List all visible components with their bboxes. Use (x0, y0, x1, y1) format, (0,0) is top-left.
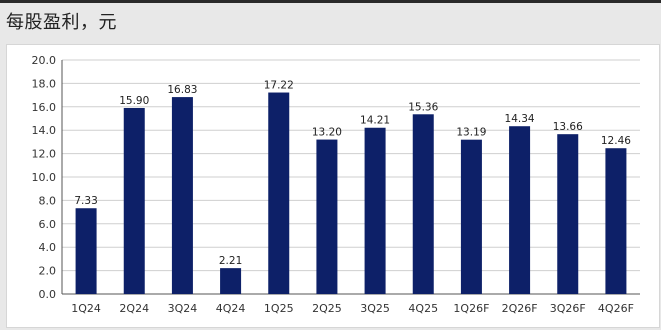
x-tick-label: 4Q25 (408, 302, 438, 315)
bar-series (75, 92, 627, 295)
y-tick-label: 12.0 (32, 148, 57, 161)
bar-1Q26F (460, 139, 482, 294)
top-rule (0, 0, 661, 3)
x-tick-label: 2Q26F (502, 302, 538, 315)
y-tick-label: 4.0 (39, 241, 57, 254)
data-label-4Q26F: 12.46 (601, 135, 631, 147)
x-tick-label: 1Q26F (453, 302, 489, 315)
bar-4Q25 (412, 114, 434, 295)
y-tick-label: 14.0 (32, 124, 57, 137)
bar-3Q24 (171, 97, 193, 295)
data-label-1Q24: 7.33 (74, 195, 97, 207)
bar-4Q24 (220, 268, 242, 294)
x-tick-label: 4Q26F (598, 302, 634, 315)
data-label-2Q25: 13.20 (312, 127, 342, 139)
y-tick-label: 18.0 (32, 77, 57, 90)
gridlines (61, 59, 640, 295)
y-tick-label: 20.0 (32, 54, 57, 67)
x-tick-label: 4Q24 (216, 302, 246, 315)
y-axis-ticks: 0.0 2.0 4.0 6.0 8.0 10.0 12.0 14.0 16.0 18.0 20.0 (32, 54, 57, 301)
y-tick-label: 2.0 (39, 265, 57, 278)
x-tick-label: 2Q25 (312, 302, 342, 315)
y-tick-label: 16.0 (32, 101, 57, 114)
bar-3Q26F (557, 134, 579, 294)
x-tick-label: 3Q25 (360, 302, 390, 315)
bar-4Q26F (605, 148, 627, 294)
y-tick-label: 10.0 (32, 171, 57, 184)
data-label-4Q25: 15.36 (408, 101, 438, 113)
bar-2Q24 (123, 107, 145, 294)
data-labels: 7.33 15.90 16.83 2.21 17.22 13.20 14.21 15.36 13… (74, 80, 631, 268)
data-label-3Q25: 14.21 (360, 115, 390, 127)
y-tick-label: 0.0 (39, 288, 57, 301)
data-label-2Q24: 15.90 (119, 95, 149, 107)
x-axis-ticks: 1Q24 2Q24 3Q24 4Q24 1Q25 2Q25 3Q25 4Q25 1Q26F 2Q2… (71, 302, 634, 315)
chart-title: 每股盈利，元 (6, 12, 117, 33)
data-label-2Q26F: 14.34 (505, 113, 535, 125)
bar-1Q24 (75, 208, 97, 294)
x-tick-label: 2Q24 (119, 302, 149, 315)
x-tick-label: 3Q26F (550, 302, 586, 315)
data-label-3Q26F: 13.66 (553, 121, 583, 133)
bar-2Q25 (316, 139, 338, 294)
x-tick-label: 1Q24 (71, 302, 101, 315)
bar-3Q25 (364, 127, 386, 294)
x-tick-label: 1Q25 (264, 302, 294, 315)
x-tick-label: 3Q24 (168, 302, 198, 315)
y-tick-label: 8.0 (39, 194, 57, 207)
bar-2Q26F (509, 126, 531, 294)
data-label-3Q24: 16.83 (167, 84, 197, 96)
bar-1Q25 (268, 92, 290, 294)
y-tick-label: 6.0 (39, 218, 57, 231)
data-label-1Q26F: 13.19 (456, 127, 486, 139)
data-label-4Q24: 2.21 (219, 255, 242, 267)
data-label-1Q25: 17.22 (264, 80, 294, 92)
